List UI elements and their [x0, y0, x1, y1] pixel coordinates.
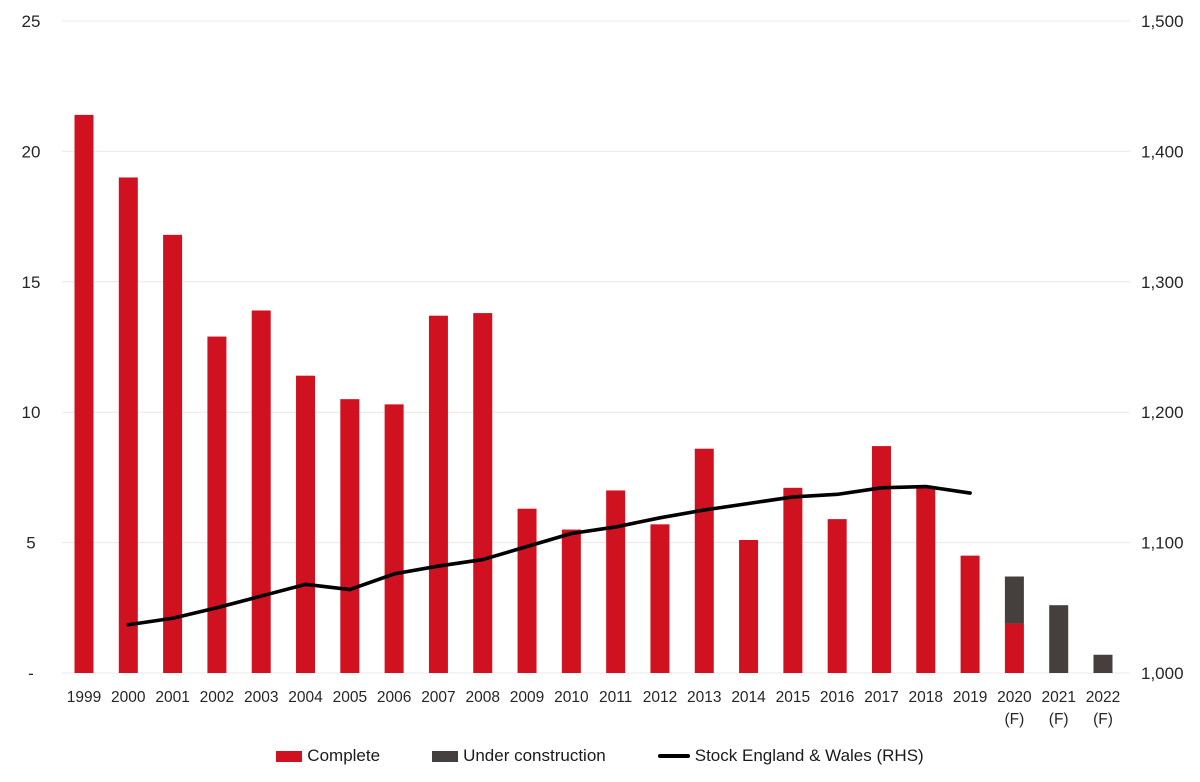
- bar-complete-2003: [251, 310, 271, 673]
- stock-line-swatch-icon: [657, 754, 690, 758]
- x-axis-label-2021: 2021: [1041, 689, 1075, 706]
- bar-under-construction-2020: [1004, 576, 1024, 624]
- x-axis-label-2002: 2002: [200, 689, 234, 706]
- x-axis-label-2008: 2008: [465, 689, 499, 706]
- x-axis-label-2018: 2018: [909, 689, 943, 706]
- x-axis-label-2020: 2020: [997, 689, 1032, 706]
- stock-line: [126, 484, 972, 627]
- bar-complete-2008: [473, 313, 493, 673]
- bar-complete-2000: [118, 177, 138, 674]
- x-axis-forecast-note-2022: (F): [1093, 711, 1113, 728]
- under-construction-swatch-icon: [432, 750, 459, 762]
- x-axis-label-1999: 1999: [67, 689, 101, 706]
- bar-complete-2009: [517, 508, 537, 673]
- legend-item-stock-line: Stock England & Wales (RHS): [657, 746, 924, 766]
- right-axis-tick-label: 1,100: [1141, 534, 1184, 553]
- left-axis-tick-label: 20: [22, 142, 41, 161]
- bar-complete-2019: [960, 555, 980, 673]
- bar-complete-2004: [296, 375, 316, 673]
- bar-complete-2007: [428, 315, 448, 673]
- bar-complete-2013: [694, 448, 714, 673]
- x-axis-label-2009: 2009: [510, 689, 544, 706]
- bar-complete-2011: [606, 490, 626, 673]
- left-axis-tick-label: 5: [26, 534, 35, 553]
- bar-complete-2005: [340, 399, 360, 673]
- complete-swatch-icon: [276, 750, 303, 762]
- x-axis-label-2012: 2012: [643, 689, 677, 706]
- bar-complete-2006: [384, 404, 404, 673]
- right-axis-tick-label: 1,400: [1141, 142, 1184, 161]
- bar-complete-2020: [1004, 623, 1024, 673]
- x-axis-label-2013: 2013: [687, 689, 721, 706]
- x-axis-label-2019: 2019: [953, 689, 987, 706]
- x-axis-label-2011: 2011: [599, 689, 632, 706]
- x-axis-label-2007: 2007: [421, 689, 455, 706]
- bar-complete-2016: [827, 519, 847, 673]
- x-axis-label-2003: 2003: [244, 689, 278, 706]
- legend-item-under-construction: Under construction: [432, 746, 606, 766]
- x-axis-label-2017: 2017: [864, 689, 898, 706]
- combo-chart: - 5 10 15 20 25 1,000 1,100 1,200 1,300 1,400 1,500…: [22, 12, 1184, 728]
- legend-label-under-construction: Under construction: [463, 746, 606, 765]
- legend-item-complete: Complete: [276, 746, 380, 766]
- bar-complete-2014: [739, 539, 759, 673]
- right-axis-tick-label: 1,500: [1141, 12, 1184, 31]
- left-axis-tick-label: 25: [22, 12, 41, 31]
- bar-complete-2002: [207, 336, 227, 673]
- bar-complete-2017: [871, 446, 891, 673]
- x-axis-label-2010: 2010: [554, 689, 589, 706]
- bar-complete-2001: [163, 234, 183, 673]
- bar-complete-2015: [783, 487, 803, 673]
- x-axis-label-2005: 2005: [333, 689, 367, 706]
- right-axis-tick-label: 1,000: [1141, 664, 1184, 683]
- x-axis-forecast-note-2020: (F): [1004, 711, 1024, 728]
- x-axis-label-2014: 2014: [731, 689, 766, 706]
- right-axis-tick-label: 1,300: [1141, 273, 1184, 292]
- x-axis-forecast-note-2021: (F): [1049, 711, 1069, 728]
- left-axis-tick-label: -: [28, 664, 34, 683]
- right-axis-tick-label: 1,200: [1141, 403, 1184, 422]
- x-axis-label-2015: 2015: [776, 689, 810, 706]
- chart-legend: Complete Under construction Stock Englan…: [0, 736, 1200, 776]
- left-axis-tick-label: 10: [22, 403, 41, 422]
- bar-complete-2018: [916, 487, 936, 673]
- bar-complete-1999: [74, 114, 94, 673]
- bar-under-construction-2021: [1049, 605, 1069, 673]
- left-axis-tick-label: 15: [22, 273, 41, 292]
- x-axis-label-2001: 2001: [155, 689, 189, 706]
- legend-label-complete: Complete: [307, 746, 381, 765]
- bar-complete-2010: [561, 529, 581, 673]
- x-axis-label-2006: 2006: [377, 689, 411, 706]
- bar-under-construction-2022: [1093, 654, 1113, 673]
- x-axis-label-2022: 2022: [1086, 689, 1120, 706]
- x-axis-label-2000: 2000: [111, 689, 146, 706]
- legend-label-stock-line: Stock England & Wales (RHS): [694, 746, 924, 765]
- bar-complete-2012: [650, 524, 670, 673]
- x-axis-label-2016: 2016: [820, 689, 854, 706]
- x-axis-label-2004: 2004: [288, 689, 323, 706]
